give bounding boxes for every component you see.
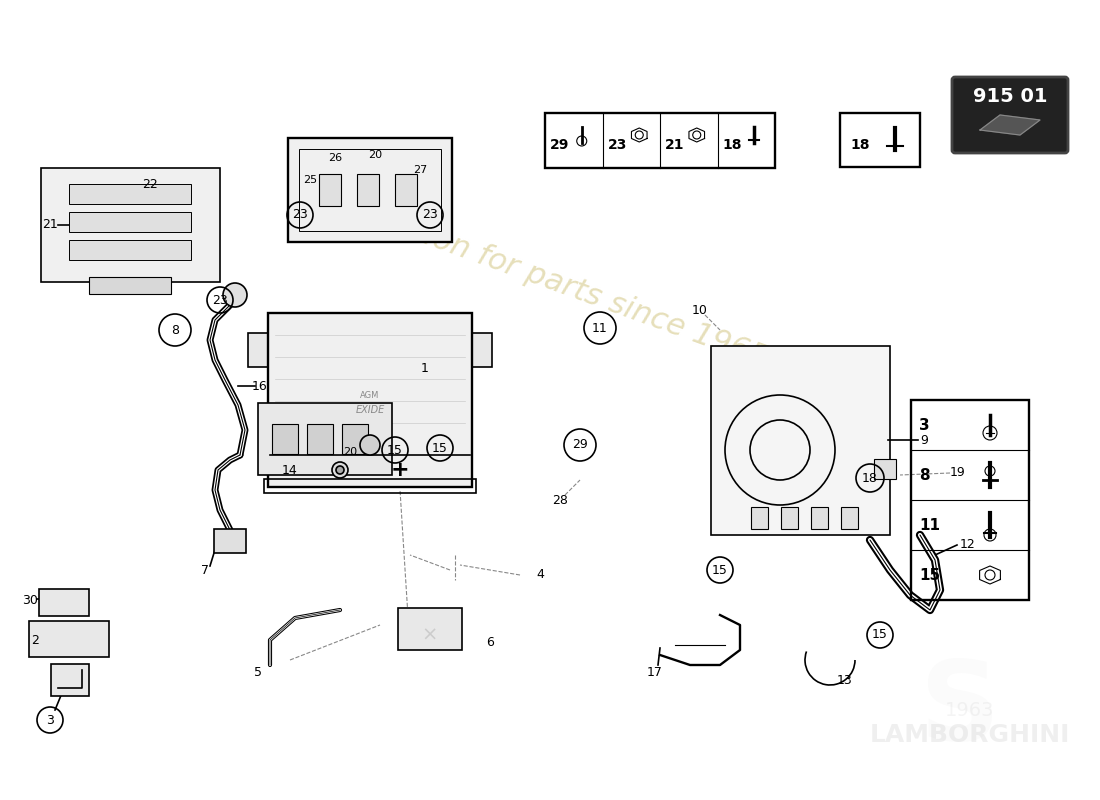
Text: 9: 9 [920,434,928,446]
Text: 5: 5 [254,666,262,678]
Text: 20: 20 [367,150,382,160]
Text: 16: 16 [252,379,268,393]
Text: ×: × [421,626,438,645]
Text: 13: 13 [837,674,852,686]
Text: 11: 11 [592,322,608,334]
Text: 18: 18 [850,138,869,152]
Text: 25: 25 [302,175,317,185]
Text: a passion for parts since 1965: a passion for parts since 1965 [329,187,771,373]
Text: 1963: 1963 [945,701,994,719]
Text: LAMBORGHINI: LAMBORGHINI [870,723,1070,747]
FancyBboxPatch shape [41,168,220,282]
Text: EXIDE: EXIDE [355,405,385,415]
Text: 29: 29 [572,438,587,451]
Text: +: + [390,460,409,480]
Text: 3: 3 [46,714,54,726]
Circle shape [336,466,344,474]
FancyBboxPatch shape [842,506,858,529]
Polygon shape [980,115,1040,135]
Text: 26: 26 [328,153,342,163]
Text: 23: 23 [422,209,438,222]
FancyBboxPatch shape [811,506,828,529]
Text: 23: 23 [293,209,308,222]
Text: 29: 29 [550,138,570,152]
Text: 10: 10 [692,303,708,317]
Circle shape [332,462,348,478]
FancyBboxPatch shape [268,313,472,487]
Text: 15: 15 [872,629,888,642]
Text: 21: 21 [42,218,58,231]
FancyBboxPatch shape [711,346,890,534]
Text: 27: 27 [412,165,427,175]
FancyBboxPatch shape [51,664,89,696]
Text: 7: 7 [201,563,209,577]
FancyBboxPatch shape [39,589,89,616]
Circle shape [223,283,248,307]
FancyBboxPatch shape [69,212,191,232]
Text: 18: 18 [723,138,743,152]
Text: 22: 22 [142,178,158,191]
Text: 15: 15 [387,443,403,457]
Text: 4: 4 [536,569,543,582]
FancyBboxPatch shape [358,174,379,206]
Text: 23: 23 [607,138,627,152]
FancyBboxPatch shape [214,529,246,553]
FancyBboxPatch shape [952,77,1068,153]
FancyBboxPatch shape [751,506,768,529]
Text: 18: 18 [862,471,878,485]
Text: 17: 17 [647,666,663,678]
FancyBboxPatch shape [395,174,417,206]
FancyBboxPatch shape [398,608,462,650]
Text: 8: 8 [918,467,930,482]
Text: 12: 12 [960,538,976,551]
FancyBboxPatch shape [258,403,392,475]
Text: 11: 11 [918,518,940,533]
Text: 15: 15 [712,563,728,577]
FancyBboxPatch shape [89,277,170,294]
FancyBboxPatch shape [248,333,492,367]
Text: 1: 1 [421,362,429,374]
Text: 30: 30 [22,594,37,606]
Text: 19: 19 [950,466,966,479]
Text: S: S [920,657,1000,763]
Text: 8: 8 [170,323,179,337]
FancyBboxPatch shape [874,459,896,479]
FancyBboxPatch shape [288,138,452,242]
Text: 3: 3 [918,418,930,433]
Text: 28: 28 [552,494,568,506]
FancyBboxPatch shape [319,174,341,206]
Text: 915 01: 915 01 [972,87,1047,106]
Text: 23: 23 [212,294,228,306]
FancyBboxPatch shape [307,424,333,454]
FancyBboxPatch shape [69,240,191,260]
Text: 6: 6 [486,635,494,649]
FancyBboxPatch shape [272,424,298,454]
Text: 14: 14 [282,463,298,477]
FancyBboxPatch shape [29,621,109,657]
Circle shape [360,435,379,455]
FancyBboxPatch shape [781,506,798,529]
Text: AGM: AGM [361,390,379,399]
FancyBboxPatch shape [69,184,191,204]
Text: 21: 21 [666,138,684,152]
Text: 15: 15 [918,567,940,582]
Text: 15: 15 [432,442,448,454]
Text: 20: 20 [343,447,358,457]
Text: 2: 2 [31,634,38,646]
FancyBboxPatch shape [342,424,369,454]
